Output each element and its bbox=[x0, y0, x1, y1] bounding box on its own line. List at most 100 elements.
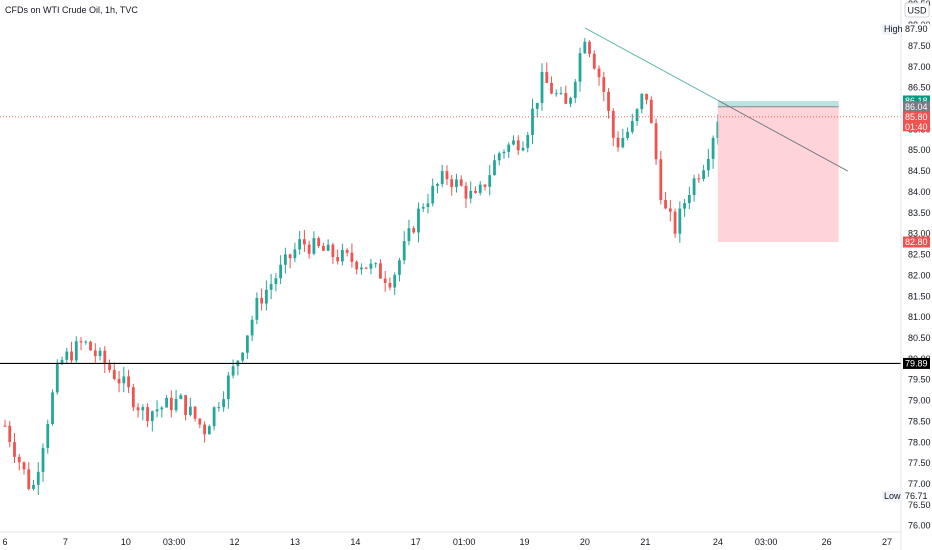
candle-body bbox=[459, 179, 463, 186]
candle-body bbox=[331, 244, 335, 258]
y-tick-label: 81.50 bbox=[908, 291, 931, 301]
candle-body bbox=[687, 195, 691, 204]
x-tick-label: 17 bbox=[411, 537, 421, 547]
candle-body bbox=[374, 263, 378, 265]
candle-body bbox=[379, 263, 382, 279]
candle-body bbox=[450, 179, 454, 188]
candle-body bbox=[550, 82, 553, 94]
candle-body bbox=[497, 153, 501, 161]
high-tag-value: 87.90 bbox=[905, 24, 928, 34]
y-tick-label: 80.50 bbox=[908, 333, 931, 343]
time-axis[interactable]: 6 7 10 03:00 12 13 14 17 01:00 19 20 21 24 03:00 26 27 bbox=[2, 537, 892, 547]
low-tag-label: Low bbox=[884, 491, 901, 501]
candle-body bbox=[607, 91, 610, 111]
trendline-upper bbox=[584, 27, 719, 101]
x-tick-label: 10 bbox=[121, 537, 131, 547]
candle-body bbox=[578, 53, 582, 82]
candle-body bbox=[255, 297, 259, 320]
x-tick-label: 19 bbox=[520, 537, 530, 547]
candle-body bbox=[440, 171, 444, 184]
high-tag-label-box bbox=[882, 23, 902, 35]
candle-body bbox=[70, 351, 73, 361]
candle-body bbox=[98, 350, 102, 356]
y-tick-label: 79.00 bbox=[908, 396, 931, 406]
current-tag-box bbox=[903, 111, 930, 132]
candle-body bbox=[179, 395, 183, 399]
target-tag-box bbox=[903, 95, 930, 107]
candle-body bbox=[93, 350, 97, 356]
candle-body bbox=[521, 147, 525, 151]
y-tick-label: 77.00 bbox=[908, 479, 931, 489]
candle-body bbox=[17, 456, 21, 463]
candle-body bbox=[393, 274, 397, 288]
x-tick-label: 01:00 bbox=[453, 537, 476, 547]
x-tick-label: 13 bbox=[290, 537, 300, 547]
candle-body bbox=[398, 260, 401, 275]
y-tick-label: 82.50 bbox=[908, 250, 931, 260]
price-axis[interactable]: 76.00 76.50 77.00 77.50 78.00 78.50 79.00 79.50… bbox=[882, 0, 931, 531]
candle-body bbox=[345, 249, 349, 253]
candle-body bbox=[260, 297, 264, 304]
candle-body bbox=[322, 245, 325, 251]
low-tag-box bbox=[903, 490, 930, 502]
candle-body bbox=[540, 72, 544, 103]
candle-body bbox=[302, 239, 306, 245]
candle-body bbox=[165, 397, 168, 408]
candle-body bbox=[436, 183, 439, 186]
candle-body bbox=[697, 178, 701, 180]
candle-body bbox=[203, 424, 206, 435]
candle-body bbox=[483, 184, 487, 187]
entry-tag-value: 86.04 bbox=[905, 102, 928, 112]
support-tag-value: 79.89 bbox=[905, 358, 928, 368]
candle-body bbox=[245, 335, 249, 353]
candle-body bbox=[507, 144, 511, 152]
candle-body bbox=[512, 140, 515, 145]
candle-body bbox=[122, 376, 126, 384]
candle-body bbox=[474, 190, 477, 193]
y-tick-label: 78.50 bbox=[908, 416, 931, 426]
stop-loss-zone bbox=[717, 106, 839, 243]
current-tag-value: 85.80 bbox=[905, 112, 928, 122]
candle-body bbox=[293, 249, 297, 259]
candle-body bbox=[659, 159, 663, 200]
currency-label: USD bbox=[907, 6, 927, 16]
high-tag-box bbox=[903, 23, 930, 35]
candle-body bbox=[55, 363, 59, 393]
candle-body bbox=[664, 199, 667, 209]
candle-body bbox=[155, 409, 159, 412]
candle-body bbox=[117, 378, 121, 384]
candle-body bbox=[412, 228, 416, 233]
candle-body bbox=[60, 359, 64, 364]
candle-body bbox=[464, 185, 468, 199]
candle-body bbox=[336, 257, 340, 262]
candle-body bbox=[188, 406, 192, 415]
x-tick-label: 24 bbox=[713, 537, 723, 547]
candle-body bbox=[564, 93, 568, 104]
candle-body bbox=[193, 406, 197, 419]
candle-body bbox=[127, 376, 130, 388]
y-tick-label: 84.00 bbox=[908, 187, 931, 197]
high-tag-label: High bbox=[884, 24, 903, 34]
y-tick-label: 82.00 bbox=[908, 270, 931, 280]
x-tick-label: 03:00 bbox=[163, 537, 186, 547]
target-tag-value: 86.18 bbox=[905, 96, 928, 106]
plot-background bbox=[0, 0, 901, 532]
candle-body bbox=[478, 184, 482, 193]
candle-body bbox=[103, 350, 107, 365]
candle-body bbox=[312, 238, 316, 254]
currency-badge[interactable] bbox=[904, 2, 930, 18]
y-tick-label: 83.50 bbox=[908, 208, 931, 218]
candle-body bbox=[146, 407, 149, 422]
low-tag-label-box bbox=[882, 490, 902, 502]
candle-body bbox=[207, 426, 211, 435]
candle-body bbox=[326, 244, 330, 251]
x-tick-label: 14 bbox=[350, 537, 360, 547]
candle-body bbox=[222, 399, 226, 408]
candle-body bbox=[341, 249, 344, 262]
candle-body bbox=[264, 289, 268, 304]
y-tick-label: 86.50 bbox=[908, 83, 931, 93]
candle-body bbox=[611, 110, 615, 138]
candle-body bbox=[559, 93, 563, 95]
candle-body bbox=[383, 278, 387, 283]
